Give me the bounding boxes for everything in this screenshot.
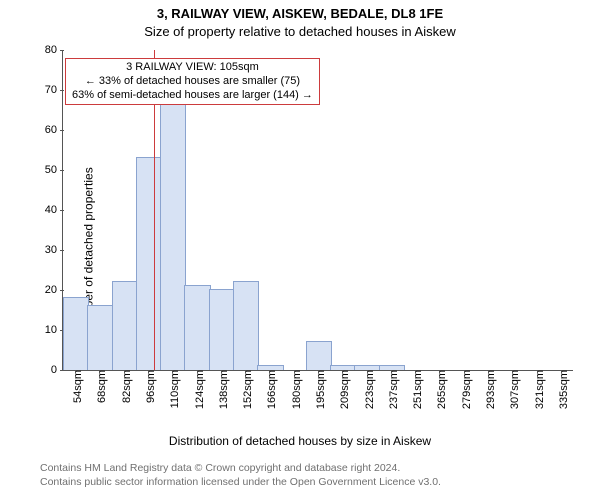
x-tick: 82sqm <box>115 370 133 403</box>
chart-subtitle: Size of property relative to detached ho… <box>0 24 600 39</box>
footer-line-1: Contains HM Land Registry data © Crown c… <box>40 462 400 474</box>
x-tick: 54sqm <box>66 370 84 403</box>
x-tick: 209sqm <box>333 370 351 409</box>
histogram-bar <box>233 281 259 370</box>
y-tick: 70 <box>45 84 63 96</box>
y-tick: 40 <box>45 204 63 216</box>
y-tick: 10 <box>45 324 63 336</box>
y-tick: 30 <box>45 244 63 256</box>
footer-line-2: Contains public sector information licen… <box>40 476 441 488</box>
callout-box: 3 RAILWAY VIEW: 105sqm← 33% of detached … <box>65 58 320 105</box>
chart-container: 3, RAILWAY VIEW, AISKEW, BEDALE, DL8 1FE… <box>0 0 600 500</box>
y-tick: 0 <box>51 364 63 376</box>
y-tick: 60 <box>45 124 63 136</box>
x-tick: 180sqm <box>285 370 303 409</box>
histogram-bar <box>136 157 162 370</box>
histogram-bar <box>112 281 138 370</box>
x-tick: 265sqm <box>430 370 448 409</box>
x-tick: 335sqm <box>552 370 570 409</box>
histogram-bar <box>87 305 113 370</box>
x-tick: 152sqm <box>236 370 254 409</box>
x-tick: 68sqm <box>90 370 108 403</box>
x-tick: 251sqm <box>406 370 424 409</box>
x-axis-label: Distribution of detached houses by size … <box>0 434 600 448</box>
y-tick: 20 <box>45 284 63 296</box>
plot-area: 0102030405060708054sqm68sqm82sqm96sqm110… <box>62 50 573 371</box>
chart-title: 3, RAILWAY VIEW, AISKEW, BEDALE, DL8 1FE <box>0 6 600 21</box>
x-tick: 293sqm <box>479 370 497 409</box>
x-tick: 321sqm <box>528 370 546 409</box>
x-tick: 96sqm <box>139 370 157 403</box>
histogram-bar <box>184 285 210 370</box>
x-tick: 279sqm <box>455 370 473 409</box>
x-tick: 223sqm <box>358 370 376 409</box>
callout-smaller-line: ← 33% of detached houses are smaller (75… <box>72 75 313 89</box>
y-tick: 50 <box>45 164 63 176</box>
x-tick: 237sqm <box>382 370 400 409</box>
x-tick: 110sqm <box>163 370 181 408</box>
x-tick: 195sqm <box>309 370 327 409</box>
histogram-bar <box>160 97 186 370</box>
histogram-bar <box>209 289 235 370</box>
callout-larger-line: 63% of semi-detached houses are larger (… <box>72 89 313 103</box>
x-tick: 307sqm <box>503 370 521 409</box>
y-tick: 80 <box>45 44 63 56</box>
x-tick: 124sqm <box>188 370 206 409</box>
x-tick: 166sqm <box>260 370 278 409</box>
x-tick: 138sqm <box>212 370 230 409</box>
histogram-bar <box>306 341 332 370</box>
histogram-bar <box>63 297 89 370</box>
callout-title: 3 RAILWAY VIEW: 105sqm <box>72 61 313 75</box>
